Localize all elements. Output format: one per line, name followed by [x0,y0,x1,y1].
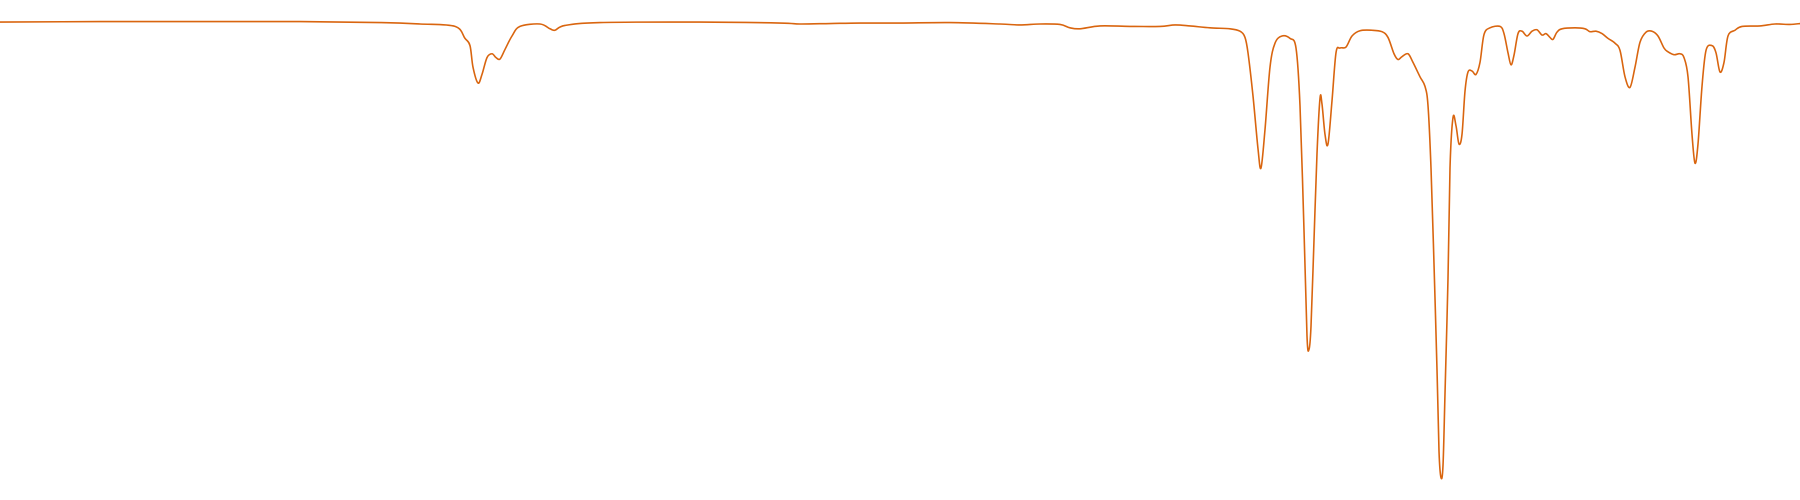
series-line-0 [0,20,1800,480]
plot-area [0,20,1800,480]
